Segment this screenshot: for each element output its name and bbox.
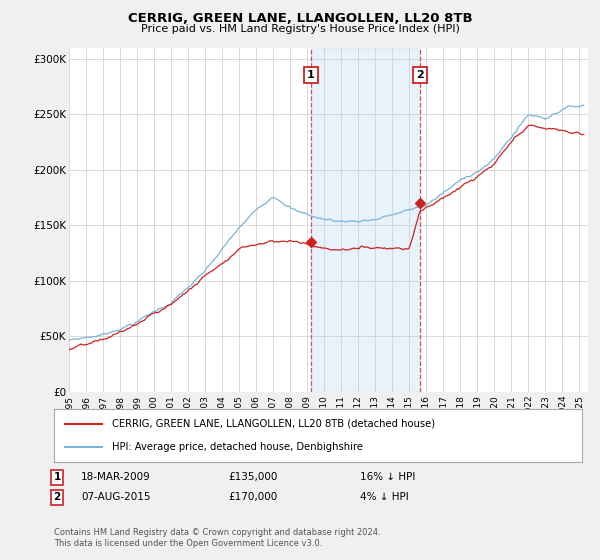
Text: 18-MAR-2009: 18-MAR-2009 bbox=[81, 472, 151, 482]
Text: 1: 1 bbox=[307, 71, 314, 81]
Text: 1: 1 bbox=[53, 472, 61, 482]
Text: Contains HM Land Registry data © Crown copyright and database right 2024.
This d: Contains HM Land Registry data © Crown c… bbox=[54, 528, 380, 548]
Text: Price paid vs. HM Land Registry's House Price Index (HPI): Price paid vs. HM Land Registry's House … bbox=[140, 24, 460, 34]
Text: £170,000: £170,000 bbox=[228, 492, 277, 502]
Text: 2: 2 bbox=[416, 71, 424, 81]
Text: 4% ↓ HPI: 4% ↓ HPI bbox=[360, 492, 409, 502]
Text: £135,000: £135,000 bbox=[228, 472, 277, 482]
Text: 2: 2 bbox=[53, 492, 61, 502]
Text: CERRIG, GREEN LANE, LLANGOLLEN, LL20 8TB: CERRIG, GREEN LANE, LLANGOLLEN, LL20 8TB bbox=[128, 12, 472, 25]
Text: 07-AUG-2015: 07-AUG-2015 bbox=[81, 492, 151, 502]
Text: HPI: Average price, detached house, Denbighshire: HPI: Average price, detached house, Denb… bbox=[112, 442, 363, 452]
Text: 16% ↓ HPI: 16% ↓ HPI bbox=[360, 472, 415, 482]
Bar bbox=[311, 48, 419, 392]
Text: CERRIG, GREEN LANE, LLANGOLLEN, LL20 8TB (detached house): CERRIG, GREEN LANE, LLANGOLLEN, LL20 8TB… bbox=[112, 419, 435, 429]
